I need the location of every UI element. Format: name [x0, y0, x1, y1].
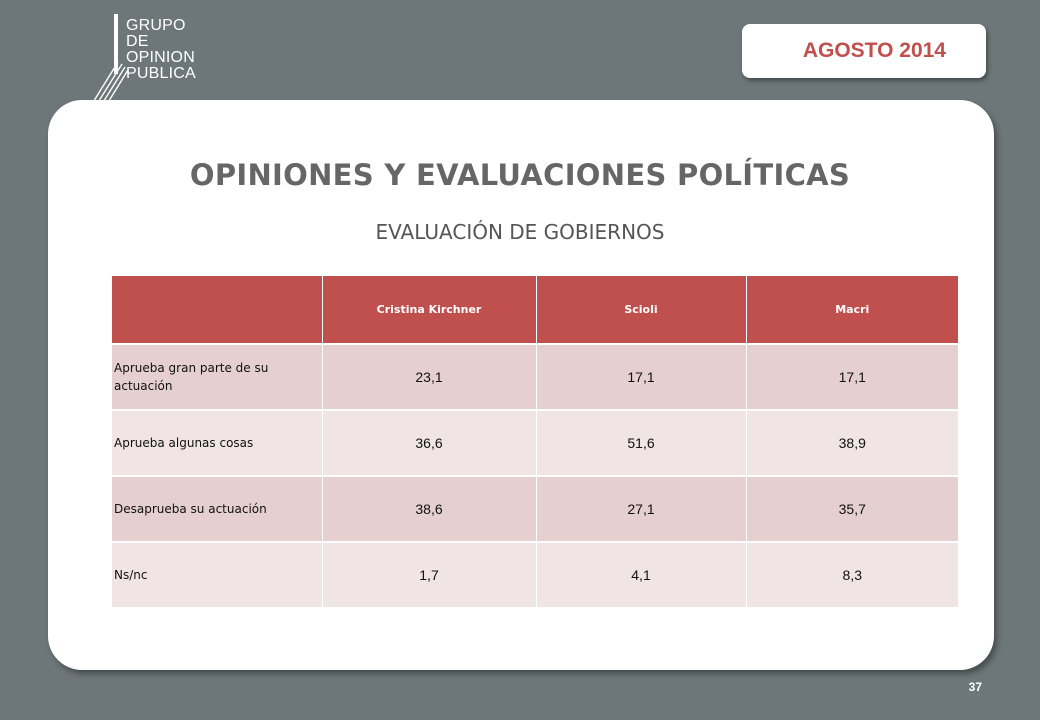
logo-line: OPINION: [126, 49, 195, 66]
table-row: Aprueba gran parte de su actuación 23,1 …: [112, 343, 958, 410]
table-cell: 17,1: [535, 343, 746, 410]
table-cell: 51,6: [535, 409, 746, 476]
table-cell: 38,6: [321, 475, 536, 542]
table-row: Aprueba algunas cosas 36,6 51,6 38,9: [112, 409, 958, 476]
table-header-kirchner: Cristina Kirchner: [321, 276, 536, 345]
row-label: Aprueba gran parte de su actuación: [112, 343, 322, 410]
logo: [91, 14, 212, 105]
table-cell: 17,1: [745, 343, 958, 410]
table-cell: 8,3: [745, 541, 958, 607]
table-cell: 36,6: [321, 409, 536, 476]
table-cell: 38,9: [745, 409, 958, 476]
table-header-macri: Macri: [745, 276, 958, 345]
logo-line: PUBLICA: [126, 65, 196, 82]
table-row: Desaprueba su actuación 38,6 27,1 35,7: [112, 475, 958, 542]
logo-line: GRUPO: [126, 17, 186, 34]
table-cell: 27,1: [535, 475, 746, 542]
table-header-empty: [112, 276, 322, 345]
logo-mark-icon: [91, 14, 129, 105]
row-label: Aprueba algunas cosas: [112, 409, 322, 476]
slide-subtitle: EVALUACIÓN DE GOBIERNOS: [375, 220, 665, 244]
table-row: Ns/nc 1,7 4,1 8,3: [112, 541, 958, 607]
row-label: Desaprueba su actuación: [112, 475, 322, 542]
table-header-scioli: Scioli: [535, 276, 746, 345]
evaluation-table: Cristina Kirchner Scioli Macri Aprueba g…: [112, 276, 958, 607]
logo-text: GRUPO DE OPINION PUBLICA: [126, 18, 196, 82]
row-label: Ns/nc: [112, 541, 322, 607]
table-header-row: Cristina Kirchner Scioli Macri: [112, 276, 958, 345]
date-badge: AGOSTO 2014: [742, 24, 986, 78]
slide-title: OPINIONES Y EVALUACIONES POLÍTICAS: [189, 158, 851, 192]
table-cell: 4,1: [535, 541, 746, 607]
table-cell: 23,1: [321, 343, 536, 410]
table-cell: 35,7: [745, 475, 958, 542]
table-cell: 1,7: [321, 541, 536, 607]
logo-line: DE: [126, 33, 149, 50]
page-number: 37: [968, 680, 982, 694]
date-badge-label: AGOSTO 2014: [802, 39, 946, 62]
